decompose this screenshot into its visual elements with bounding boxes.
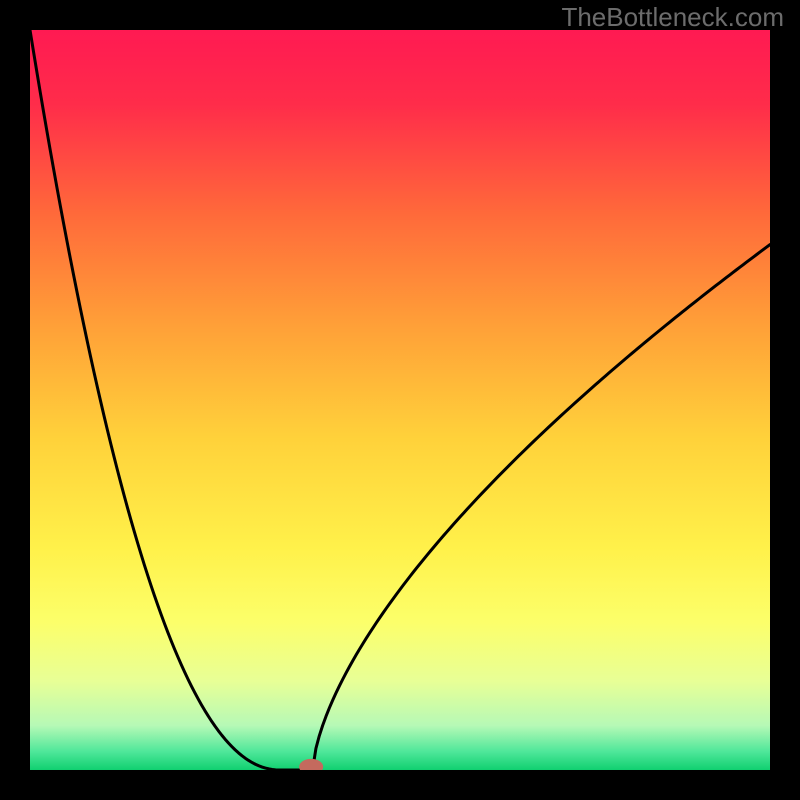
watermark-text: TheBottleneck.com (561, 2, 784, 33)
curve-layer (30, 30, 770, 770)
optimum-marker (299, 759, 323, 770)
plot-area (30, 30, 770, 770)
bottleneck-curve (30, 30, 770, 770)
chart-root: TheBottleneck.com (0, 0, 800, 800)
